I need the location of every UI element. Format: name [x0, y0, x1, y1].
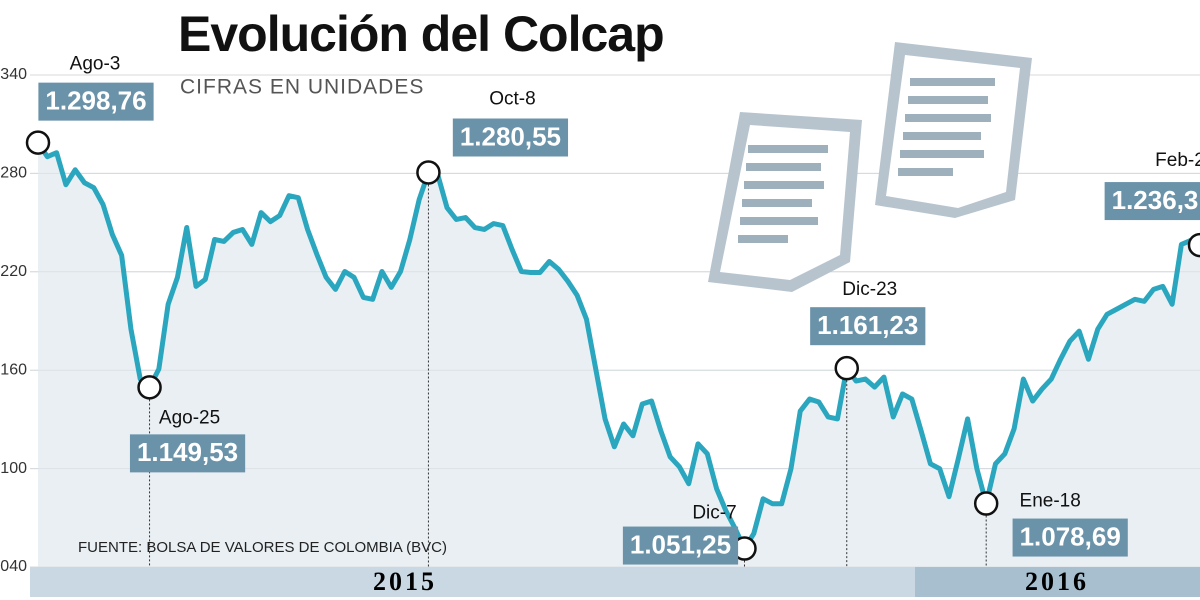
marker	[834, 355, 860, 381]
marker	[25, 130, 51, 155]
value-label: 1.051,25	[630, 529, 731, 559]
value-label-box	[452, 118, 569, 157]
date-label: Ene-18	[1020, 491, 1081, 512]
y-tick-label: 1.280	[0, 165, 27, 182]
chart-title: Evolución del Colcap	[178, 6, 664, 62]
date-label: Oct-8	[489, 89, 535, 110]
value-label-box	[38, 82, 154, 121]
value-label: 1.280,55	[460, 121, 561, 151]
y-tick-label: 1.340	[0, 66, 27, 83]
area	[38, 142, 1200, 567]
document-icons	[708, 42, 1032, 292]
date-label: Ago-25	[159, 407, 220, 428]
date-label: Dic-23	[842, 279, 897, 300]
year-band	[30, 567, 915, 597]
y-tick-label: 1.220	[0, 263, 27, 280]
year-label: 2016	[1025, 567, 1089, 596]
date-label: Feb-2	[1155, 150, 1200, 171]
value-label: 1.236,3	[1112, 185, 1199, 215]
source-note: FUENTE: BOLSA DE VALORES DE COLOMBIA (BV…	[78, 539, 447, 556]
annotations: Ago-3 1.298,76 Ago-25 1.149,53 Oct-8 1.280,55…	[25, 54, 1200, 567]
value-label: 1.161,23	[817, 310, 918, 340]
value-label-box	[1012, 518, 1128, 557]
value-label: 1.298,76	[45, 86, 146, 116]
y-tick-label: 1.160	[0, 361, 27, 378]
value-label: 1.078,69	[1020, 521, 1121, 551]
year-band	[915, 567, 1200, 597]
marker	[416, 160, 441, 185]
date-label: Dic-7	[692, 503, 736, 524]
y-tick-label: 1.100	[0, 460, 27, 477]
y-tick-label: 1.040	[0, 558, 27, 575]
value-label-box	[129, 434, 246, 473]
line	[35, 141, 1200, 552]
chart-subtitle: CIFRAS EN UNIDADES	[180, 76, 424, 99]
value-label-box	[1104, 182, 1200, 221]
date-label: Ago-3	[70, 54, 121, 75]
value-label-box	[810, 307, 926, 346]
year-label: 2015	[373, 567, 437, 596]
value-label: 1.149,53	[137, 437, 238, 467]
value-label-box	[622, 526, 739, 565]
marker	[973, 491, 999, 516]
marker	[137, 375, 162, 400]
marker	[1187, 232, 1200, 258]
